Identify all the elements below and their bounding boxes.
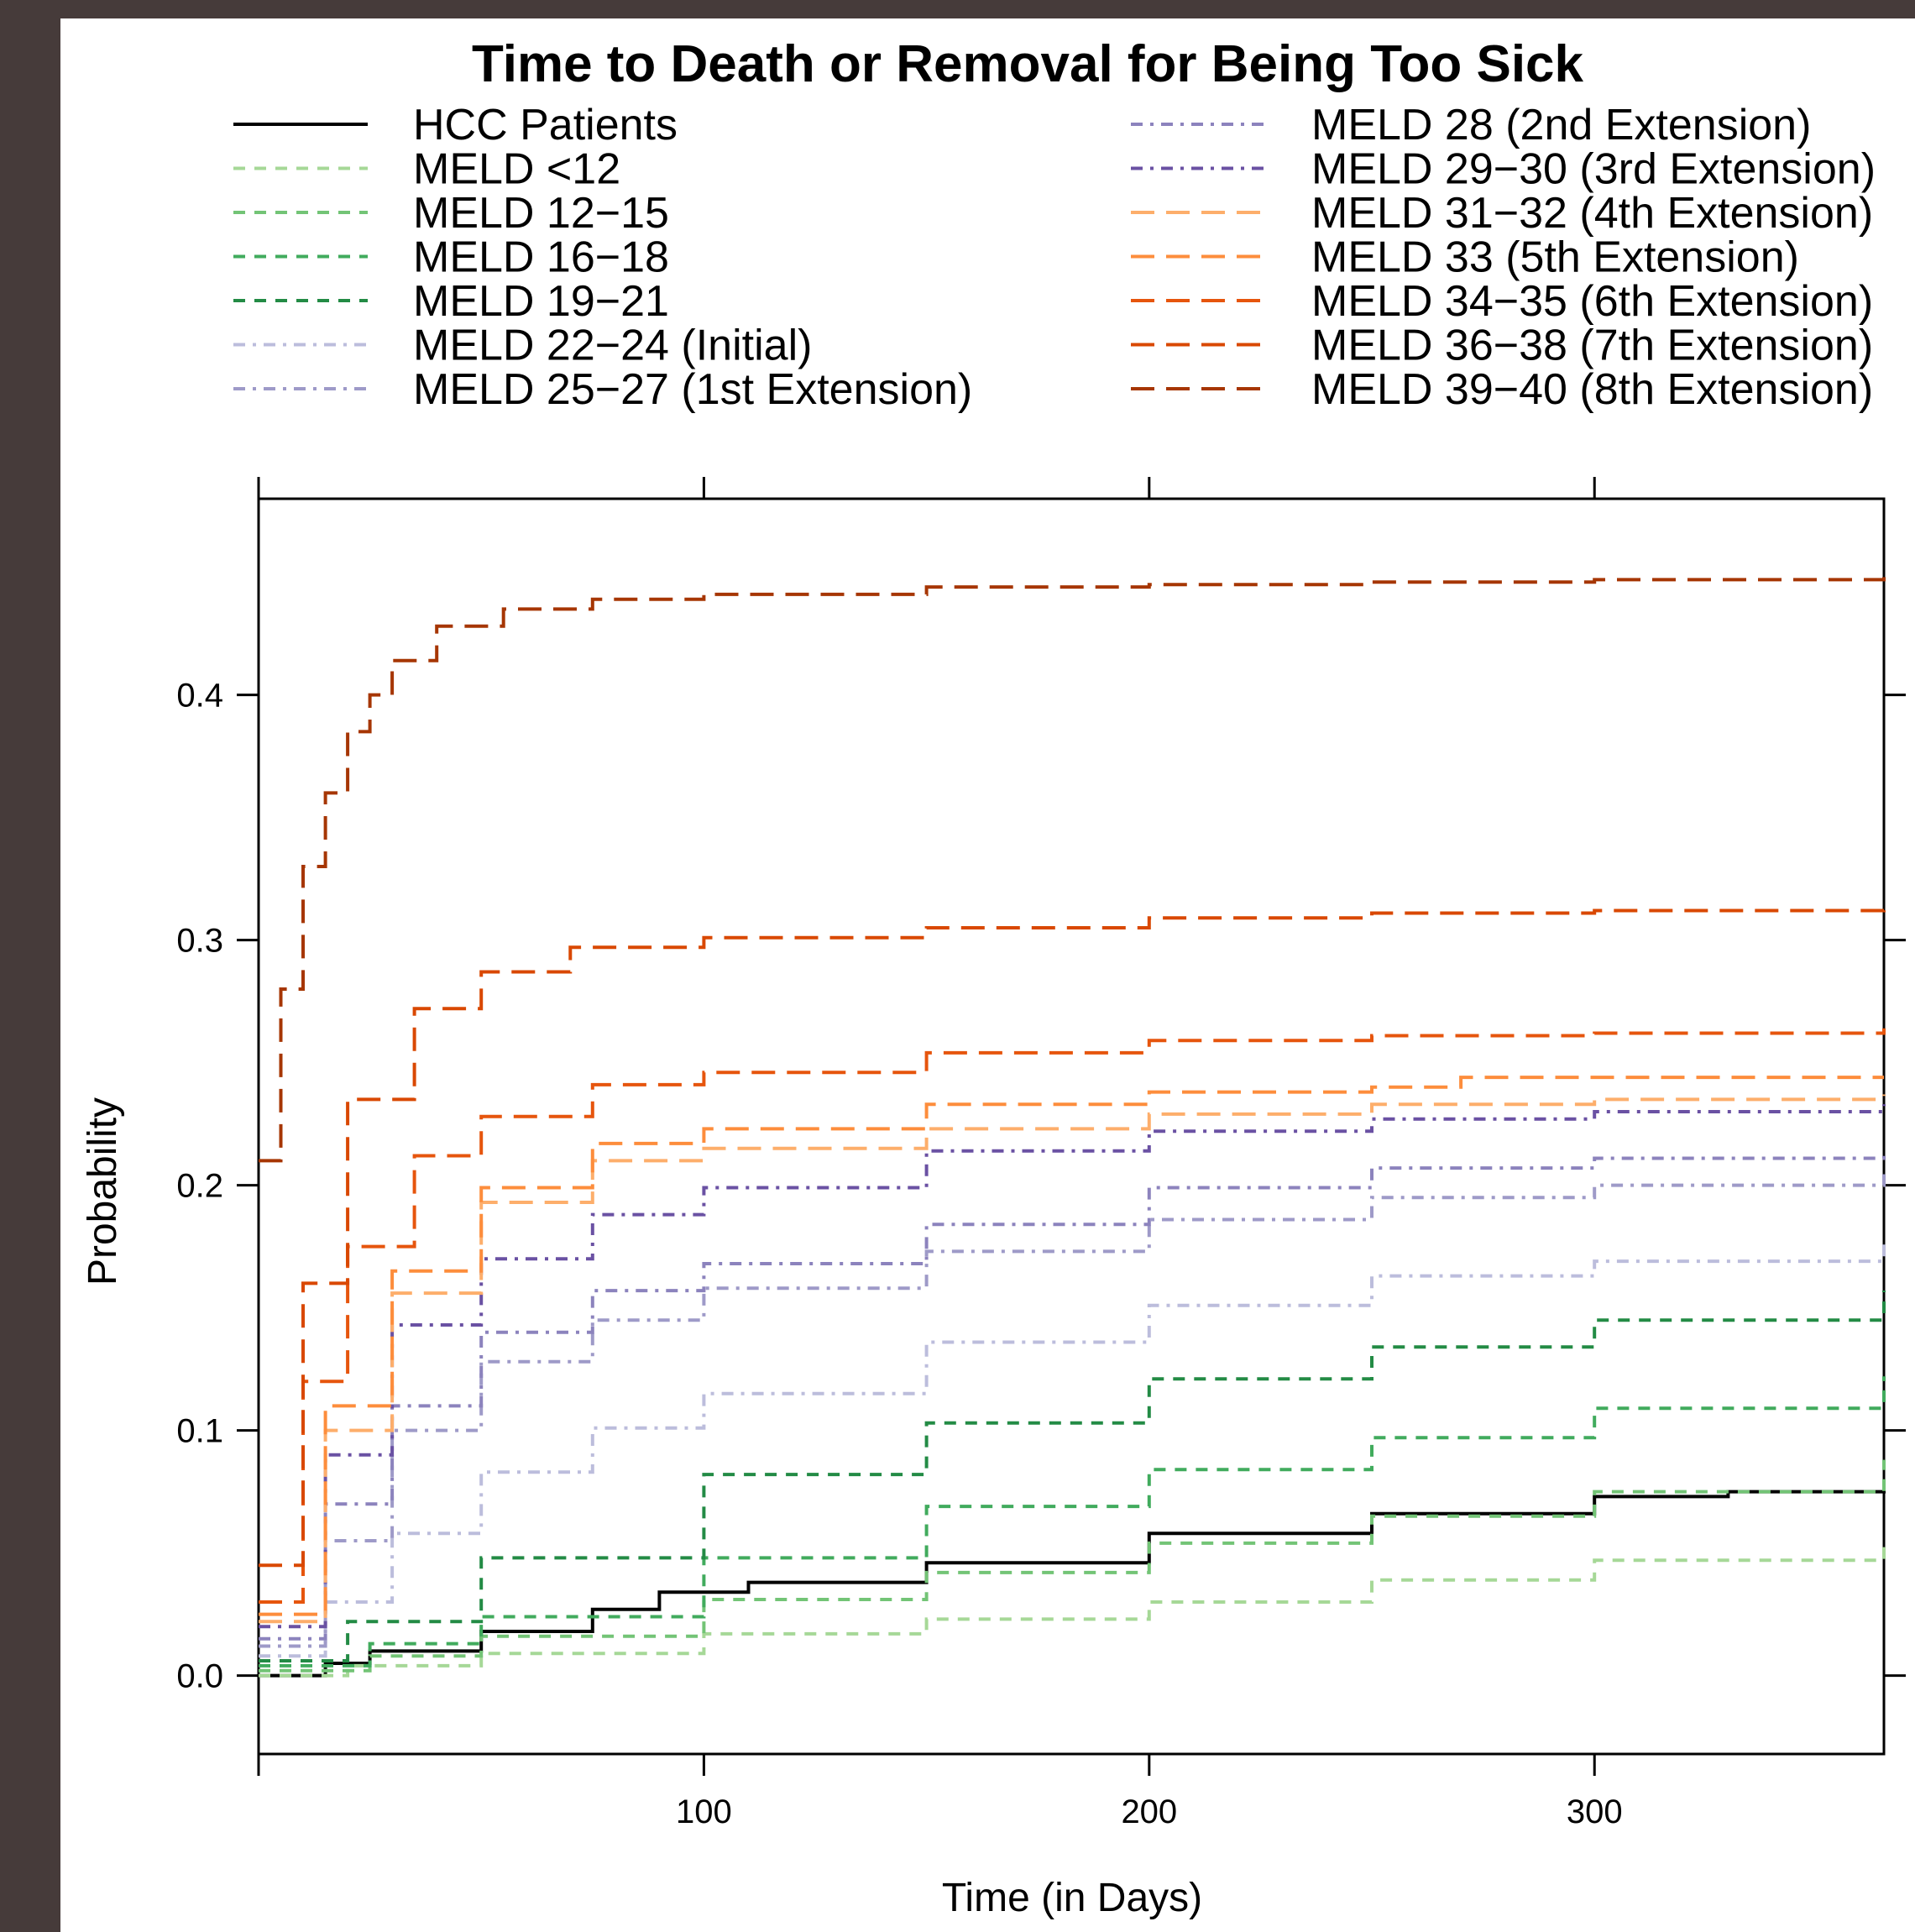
series-line-12 bbox=[259, 908, 1886, 1568]
x-tick-label: 100 bbox=[676, 1793, 732, 1830]
y-tick-label: 0.0 bbox=[176, 1658, 223, 1695]
legend-label-5: MELD 22−24 (Initial) bbox=[413, 322, 812, 370]
axes: 100 200 300 0.0 0.1 0.2 0.3 0.4 bbox=[176, 477, 1906, 1830]
legend-label-12: MELD 36−38 (7th Extension) bbox=[1311, 322, 1873, 370]
legend-label-11: MELD 34−35 (6th Extension) bbox=[1311, 277, 1873, 326]
series-line-10 bbox=[259, 1076, 1884, 1616]
series-layer bbox=[259, 577, 1886, 1678]
x-axis-label: Time (in Days) bbox=[942, 1876, 1202, 1920]
legend-label-13: MELD 39−40 (8th Extension) bbox=[1311, 365, 1873, 414]
legend-label-3: MELD 16−18 bbox=[413, 233, 669, 282]
series-line-1 bbox=[259, 1538, 1886, 1678]
chart-title: Time to Death or Removal for Being Too S… bbox=[472, 35, 1584, 93]
series-line-7 bbox=[259, 1150, 1886, 1641]
legend-label-10: MELD 33 (5th Extension) bbox=[1311, 233, 1799, 282]
figure: Time to Death or Removal for Being Too S… bbox=[60, 18, 1915, 1932]
y-tick-label: 0.2 bbox=[176, 1168, 223, 1205]
legend-label-9: MELD 31−32 (4th Extension) bbox=[1311, 189, 1873, 238]
series-line-4 bbox=[259, 1291, 1886, 1662]
y-tick-label: 0.1 bbox=[176, 1413, 223, 1450]
legend-label-6: MELD 25−27 (1st Extension) bbox=[413, 365, 972, 414]
legend-label-0: HCC Patients bbox=[413, 101, 678, 149]
x-tick-label: 200 bbox=[1121, 1793, 1177, 1830]
series-line-3 bbox=[259, 1376, 1886, 1668]
series-line-8 bbox=[259, 1104, 1886, 1629]
y-axis-label: Probability bbox=[81, 1097, 125, 1285]
legend-label-1: MELD <12 bbox=[413, 145, 620, 194]
series-line-11 bbox=[259, 1028, 1886, 1604]
series-line-13 bbox=[259, 577, 1886, 1163]
series-line-5 bbox=[259, 1238, 1886, 1658]
series-line-6 bbox=[259, 1173, 1886, 1648]
plot-frame bbox=[257, 497, 1886, 1756]
legend-label-8: MELD 29−30 (3rd Extension) bbox=[1311, 145, 1876, 194]
y-tick-label: 0.3 bbox=[176, 923, 223, 960]
series-line-2 bbox=[259, 1459, 1886, 1673]
legend-label-2: MELD 12−15 bbox=[413, 189, 669, 238]
legend-label-4: MELD 19−21 bbox=[413, 277, 669, 326]
y-tick-label: 0.4 bbox=[176, 678, 223, 715]
legend-label-7: MELD 28 (2nd Extension) bbox=[1311, 101, 1811, 149]
series-line-9 bbox=[259, 1094, 1886, 1624]
chart: Time to Death or Removal for Being Too S… bbox=[81, 35, 1906, 1920]
x-tick-label: 300 bbox=[1567, 1793, 1623, 1830]
series-line-0 bbox=[259, 1481, 1886, 1678]
